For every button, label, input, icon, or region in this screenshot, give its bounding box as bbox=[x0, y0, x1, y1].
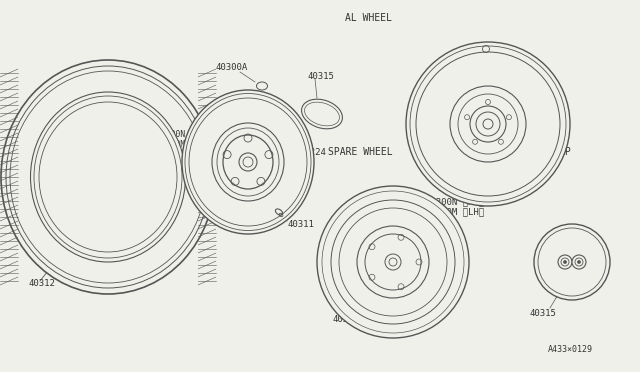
Text: 40300N 〈RH〉
40300M 〈LH〉
40300P: 40300N 〈RH〉 40300M 〈LH〉 40300P bbox=[156, 129, 210, 159]
Circle shape bbox=[558, 255, 572, 269]
Text: 40300N 〈RH〉
40300M 〈LH〉: 40300N 〈RH〉 40300M 〈LH〉 bbox=[425, 197, 484, 217]
Text: 40311: 40311 bbox=[288, 219, 315, 228]
Text: 40300A: 40300A bbox=[215, 62, 247, 71]
Text: AL WHEEL: AL WHEEL bbox=[345, 13, 392, 23]
Ellipse shape bbox=[31, 92, 186, 262]
Ellipse shape bbox=[182, 90, 314, 234]
Circle shape bbox=[572, 255, 586, 269]
Circle shape bbox=[577, 260, 580, 263]
Circle shape bbox=[317, 186, 469, 338]
Text: SPARE WHEEL: SPARE WHEEL bbox=[328, 147, 392, 157]
Circle shape bbox=[365, 234, 421, 290]
Ellipse shape bbox=[223, 135, 273, 189]
Circle shape bbox=[534, 224, 610, 300]
Text: 40315: 40315 bbox=[530, 310, 557, 318]
Text: WHEEL CAP: WHEEL CAP bbox=[518, 147, 571, 157]
Ellipse shape bbox=[1, 60, 215, 294]
Circle shape bbox=[563, 260, 566, 263]
Ellipse shape bbox=[301, 99, 342, 129]
Circle shape bbox=[406, 42, 570, 206]
Text: 40312: 40312 bbox=[28, 279, 55, 289]
Text: A433×0129: A433×0129 bbox=[548, 346, 593, 355]
Text: 40224: 40224 bbox=[300, 148, 327, 157]
Circle shape bbox=[339, 208, 447, 316]
Text: 40315: 40315 bbox=[308, 71, 335, 80]
Text: 40300P: 40300P bbox=[333, 315, 365, 324]
